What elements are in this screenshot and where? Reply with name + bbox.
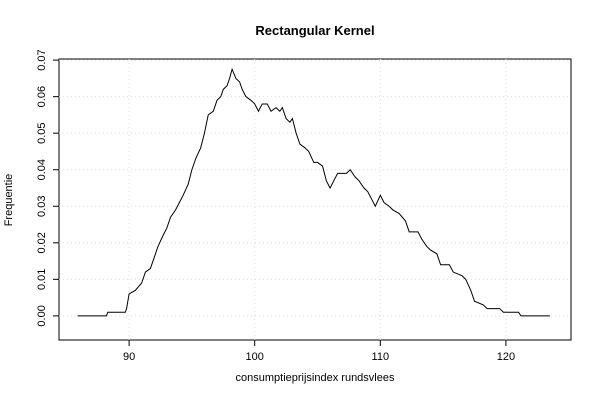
y-axis-label: Frequentie [3,174,15,227]
y-tick-label: 0.07 [36,49,48,70]
plot-frame [58,58,572,341]
density-line [77,67,550,317]
x-tick-label: 100 [246,351,264,363]
x-tick-label: 110 [372,351,390,363]
chart-title: Rectangular Kernel [255,23,374,38]
y-tick-label: 0.02 [36,232,48,253]
y-tick-label: 0.05 [36,122,48,143]
x-tick-label: 120 [497,351,515,363]
y-tick-label: 0.00 [36,305,48,326]
x-tick-label: 90 [123,351,135,363]
x-axis-label: consumptieprijsindex rundsvlees [236,372,395,384]
y-tick-label: 0.01 [36,269,48,290]
y-tick-label: 0.04 [36,159,48,180]
y-tick-label: 0.03 [36,196,48,217]
y-tick-label: 0.06 [36,86,48,107]
